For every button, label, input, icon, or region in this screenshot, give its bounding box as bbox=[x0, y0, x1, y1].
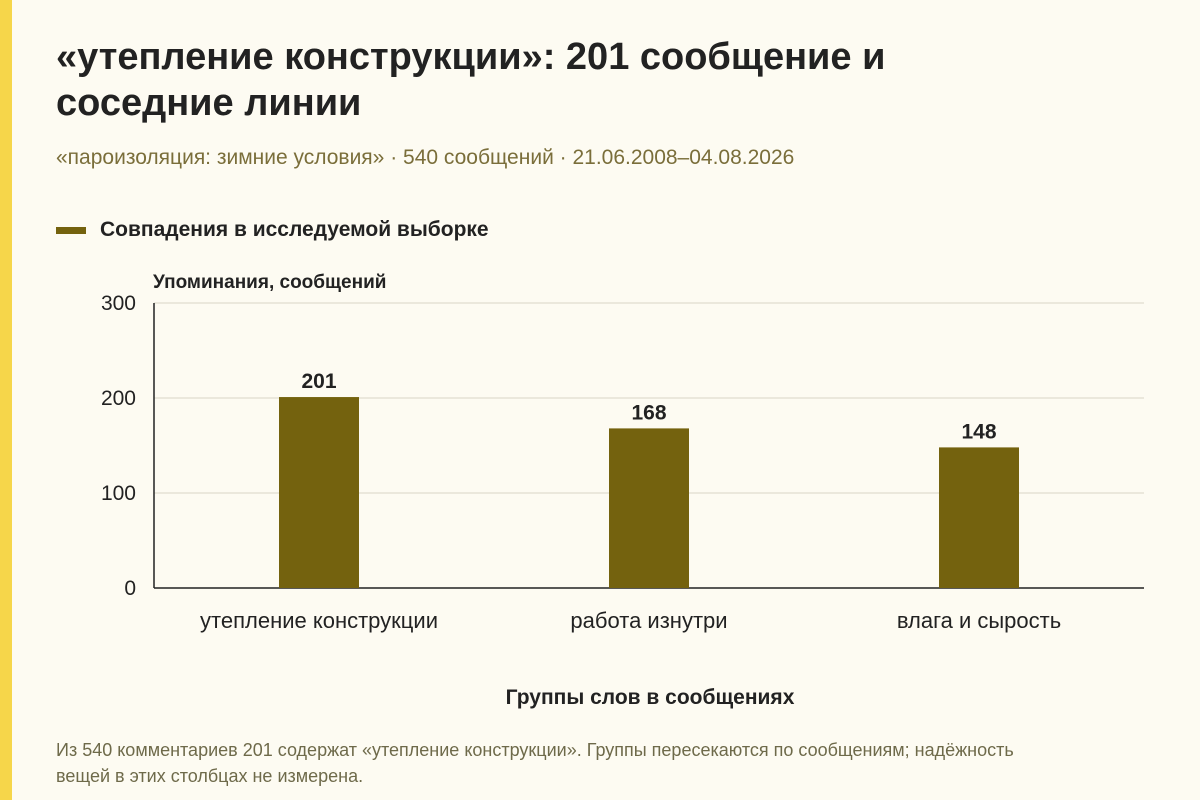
y-axis-label: Упоминания, сообщений bbox=[153, 272, 387, 293]
x-axis-label: Группы слов в сообщениях bbox=[505, 686, 795, 709]
legend-swatch bbox=[56, 226, 86, 234]
chart-legend: Совпадения в исследуемой выборке bbox=[56, 218, 489, 242]
bar-value-label: 148 bbox=[961, 420, 996, 443]
chart-title: «утепление конструкции»: 201 сообщение и… bbox=[56, 36, 886, 124]
y-tick-label: 100 bbox=[101, 482, 136, 505]
y-tick-label: 0 bbox=[124, 577, 136, 600]
bar-value-label: 201 bbox=[301, 370, 336, 393]
x-tick-label: утепление конструкции bbox=[200, 608, 438, 633]
accent-strip bbox=[0, 0, 12, 800]
legend-label: Совпадения в исследуемой выборке bbox=[100, 218, 489, 241]
y-tick-label: 300 bbox=[101, 292, 136, 315]
x-tick-label: работа изнутри bbox=[570, 608, 727, 633]
bar-value-label: 168 bbox=[631, 401, 666, 424]
y-tick-label: 200 bbox=[101, 387, 136, 410]
footnote: Из 540 комментариев 201 содержат «утепле… bbox=[56, 740, 1014, 786]
chart-subtitle: «пароизоляция: зимние условия» · 540 соо… bbox=[56, 146, 795, 169]
bar bbox=[279, 397, 359, 588]
bar bbox=[609, 428, 689, 588]
x-tick-label: влага и сырость bbox=[897, 608, 1061, 633]
bar bbox=[939, 447, 1019, 588]
